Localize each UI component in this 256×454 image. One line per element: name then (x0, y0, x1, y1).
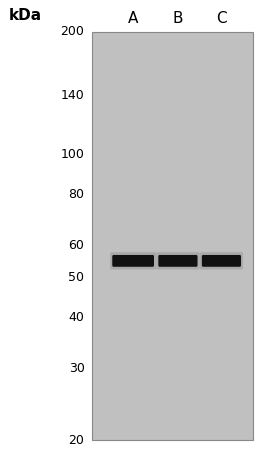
FancyBboxPatch shape (200, 252, 243, 270)
Text: 80: 80 (69, 188, 84, 201)
Text: 50: 50 (69, 271, 84, 284)
FancyBboxPatch shape (110, 252, 156, 270)
Text: C: C (216, 10, 227, 26)
Text: 30: 30 (69, 362, 84, 375)
FancyBboxPatch shape (112, 255, 154, 267)
Text: 40: 40 (69, 311, 84, 324)
FancyBboxPatch shape (156, 252, 199, 270)
Text: B: B (173, 10, 183, 26)
Text: 200: 200 (61, 25, 84, 38)
Text: 20: 20 (69, 434, 84, 447)
Text: A: A (128, 10, 138, 26)
Bar (92, 32, 253, 440)
Text: 100: 100 (61, 148, 84, 161)
FancyBboxPatch shape (158, 255, 198, 267)
Text: 140: 140 (61, 89, 84, 102)
Text: 60: 60 (69, 239, 84, 252)
FancyBboxPatch shape (202, 255, 241, 267)
Text: kDa: kDa (9, 8, 42, 24)
